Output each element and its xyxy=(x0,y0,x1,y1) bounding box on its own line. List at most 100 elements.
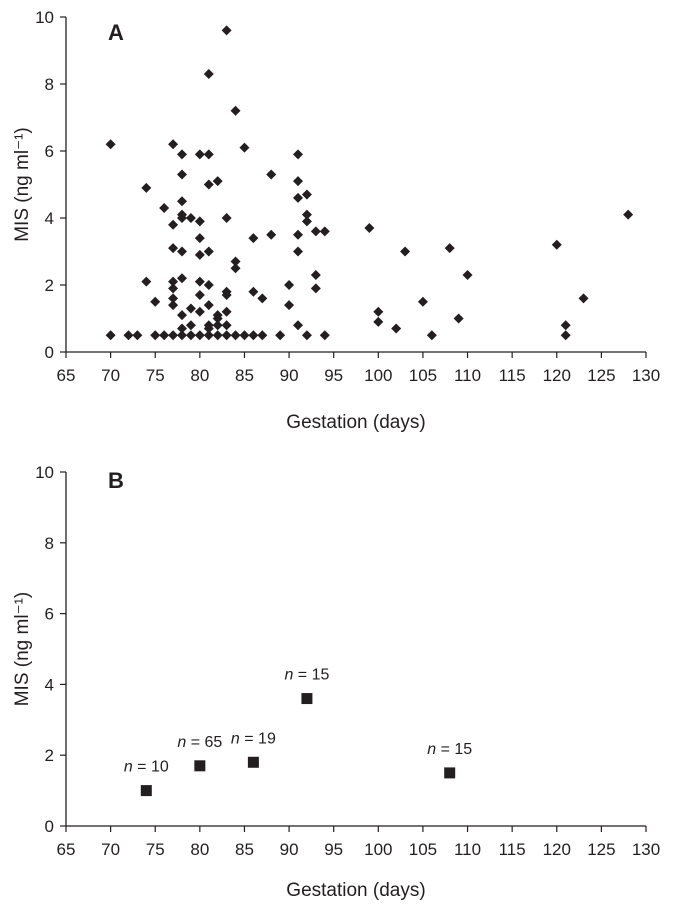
data-point xyxy=(578,293,589,304)
data-point xyxy=(168,300,179,311)
y-axis-title: MIS (ng ml⁻¹) xyxy=(12,127,33,242)
x-tick-label: 125 xyxy=(587,366,615,385)
data-point xyxy=(177,169,187,180)
y-axis-title: MIS (ng ml⁻¹) xyxy=(12,592,33,707)
data-point xyxy=(203,179,214,190)
data-point xyxy=(266,229,277,240)
data-point xyxy=(212,176,223,187)
panel-a: 65 70 75 80 85 90 95 100 105 110 115 120 125 130 0 2 4 6 8… xyxy=(12,8,660,433)
data-point xyxy=(168,219,179,230)
x-tick-label: 105 xyxy=(409,366,437,385)
data-point xyxy=(284,300,295,311)
data-point xyxy=(293,192,303,203)
x-tick-label: 75 xyxy=(146,840,165,859)
data-point xyxy=(194,216,205,227)
y-tick-label: 4 xyxy=(45,209,54,228)
y-tick-label: 8 xyxy=(45,534,54,553)
n-value: = 10 xyxy=(133,759,169,776)
data-point xyxy=(203,323,214,334)
data-point xyxy=(293,246,303,257)
data-point xyxy=(301,693,313,705)
n-value: = 65 xyxy=(186,734,222,751)
x-tick-label: 75 xyxy=(146,366,165,385)
n-value: = 15 xyxy=(436,741,472,758)
y-tick-label: 2 xyxy=(45,746,54,765)
x-tick-label: 95 xyxy=(324,840,343,859)
data-point xyxy=(203,149,214,160)
data-point xyxy=(284,280,295,290)
y-tick-label: 10 xyxy=(35,463,54,482)
data-point xyxy=(185,213,196,223)
panel-b: 65 70 75 80 85 90 95 100 105 110 115 120 125 130 0 2 4 6 8… xyxy=(12,463,660,901)
x-tick-label: 70 xyxy=(101,840,120,859)
n-symbol: n xyxy=(177,734,186,751)
x-tick-label: 65 xyxy=(57,366,76,385)
data-point xyxy=(203,300,214,311)
data-point xyxy=(221,25,232,36)
data-point xyxy=(560,320,571,331)
x-tick-label: 130 xyxy=(632,840,660,859)
data-point xyxy=(247,756,259,768)
data-point xyxy=(168,293,179,304)
panel-label: A xyxy=(108,20,124,45)
data-point xyxy=(444,767,456,779)
data-point xyxy=(203,68,214,79)
data-point xyxy=(168,276,179,287)
y-tick-label: 6 xyxy=(45,605,54,624)
x-tick-label: 120 xyxy=(543,840,571,859)
data-point xyxy=(123,330,134,341)
data-point xyxy=(400,246,411,257)
data-point xyxy=(105,330,116,341)
data-point xyxy=(203,246,214,257)
data-point xyxy=(230,263,241,274)
data-point xyxy=(257,330,268,341)
x-tick-label: 125 xyxy=(587,840,615,859)
data-point xyxy=(105,139,116,150)
data-point xyxy=(177,310,187,321)
data-point xyxy=(462,269,473,280)
x-tick-label: 110 xyxy=(454,366,481,385)
data-point xyxy=(177,149,187,160)
data-point xyxy=(177,246,187,257)
x-tick-label: 115 xyxy=(499,366,526,385)
y-tick-label: 10 xyxy=(35,8,54,27)
x-tick-label: 100 xyxy=(364,840,392,859)
data-point xyxy=(150,330,161,341)
data-point xyxy=(293,320,303,331)
data-point xyxy=(185,303,196,314)
data-point xyxy=(221,290,232,301)
n-annotation: n = 15 xyxy=(284,667,329,684)
n-annotation: n = 10 xyxy=(124,759,169,776)
data-point xyxy=(293,149,303,160)
data-point xyxy=(364,223,375,234)
data-point xyxy=(150,296,161,307)
data-point xyxy=(560,330,571,341)
panel-label: B xyxy=(108,468,124,493)
data-point xyxy=(248,233,259,244)
data-point xyxy=(623,209,634,220)
x-tick-label: 120 xyxy=(543,366,571,385)
data-point xyxy=(230,330,241,341)
data-point xyxy=(212,330,223,341)
data-point xyxy=(239,142,250,153)
x-tick-label: 105 xyxy=(409,840,437,859)
data-point xyxy=(221,213,232,223)
data-point xyxy=(391,323,402,334)
data-point xyxy=(185,320,196,331)
x-tick-label: 100 xyxy=(364,366,392,385)
y-tick-label: 6 xyxy=(45,142,54,161)
data-point xyxy=(301,330,312,341)
n-symbol: n xyxy=(284,667,293,684)
x-tick-label: 90 xyxy=(280,840,299,859)
n-symbol: n xyxy=(427,741,436,758)
data-point xyxy=(453,313,464,324)
data-point xyxy=(221,320,232,331)
x-tick-label: 95 xyxy=(324,366,343,385)
data-point xyxy=(194,149,205,160)
x-tick-label: 130 xyxy=(632,366,660,385)
data-point xyxy=(248,286,259,297)
n-annotation: n = 19 xyxy=(231,730,276,747)
data-point xyxy=(177,323,187,334)
n-value: = 19 xyxy=(240,730,276,747)
